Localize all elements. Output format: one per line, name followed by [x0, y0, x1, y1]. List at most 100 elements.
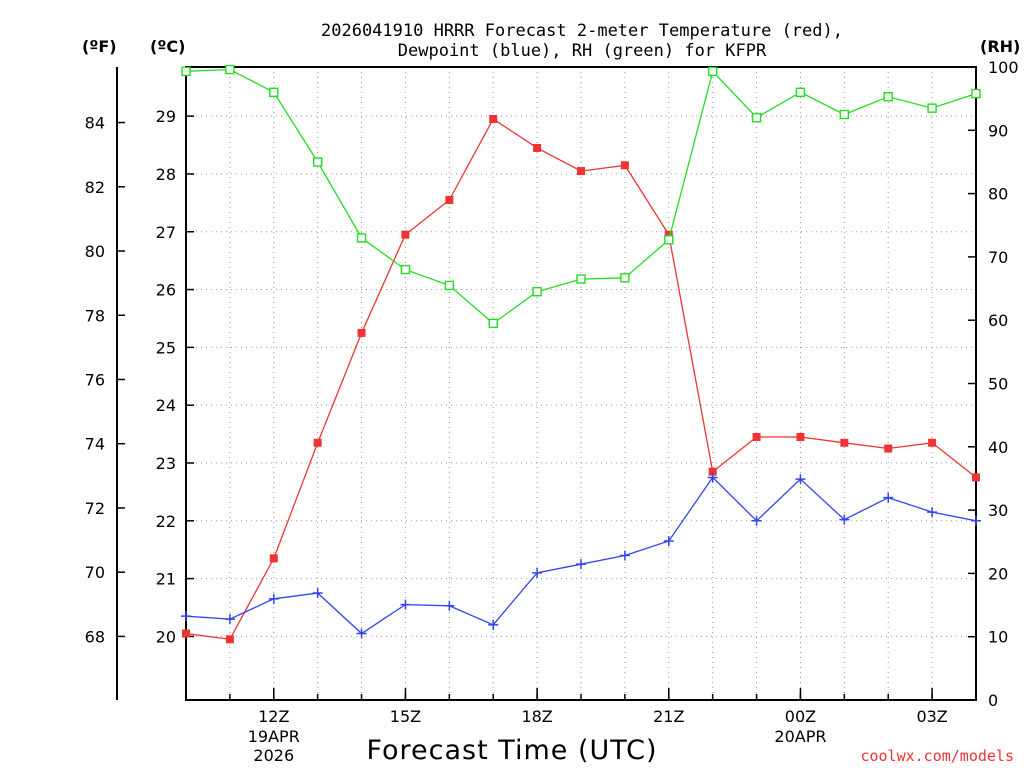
- fahrenheit-tick-label: 68: [85, 627, 105, 646]
- rh-point: [664, 235, 674, 245]
- rh-tick-label: 20: [988, 564, 1008, 583]
- temperature-point: [225, 635, 234, 644]
- temperature-point: [708, 467, 717, 476]
- temperature-point: [840, 438, 849, 447]
- fahrenheit-tick-label: 82: [85, 178, 105, 197]
- x-tick-label: 15Z: [390, 707, 421, 726]
- temperature-point: [884, 444, 893, 453]
- dewpoint-point: [224, 614, 235, 625]
- temperature-point: [620, 161, 629, 170]
- title-line-2: Dewpoint (blue), RH (green) for KFPR: [398, 41, 767, 61]
- celsius-tick-label: 22: [156, 512, 176, 531]
- celsius-tick-label: 26: [156, 281, 176, 300]
- fahrenheit-tick-label: 76: [85, 370, 105, 389]
- x-tick-label: 21Z: [653, 707, 684, 726]
- temperature-point: [445, 195, 454, 204]
- dewpoint-point: [883, 492, 894, 503]
- x-tick-year-label: 2026: [253, 746, 294, 765]
- temperature-point: [577, 167, 585, 176]
- celsius-tick-label: 25: [156, 338, 176, 357]
- rh-point: [971, 88, 981, 99]
- x-tick-date-label: 19APR: [248, 727, 300, 746]
- dewpoint-point: [400, 599, 411, 610]
- x-tick-date-label: 20APR: [774, 727, 826, 746]
- dewpoint-point: [312, 588, 323, 599]
- dewpoint-point: [268, 593, 279, 604]
- plot-frame: [185, 66, 977, 701]
- rh-point: [225, 64, 235, 75]
- dewpoint-point: [971, 515, 981, 526]
- celsius-tick-label: 21: [156, 570, 176, 589]
- rh-tick-label: 80: [988, 185, 1008, 204]
- axes: 68 70 72 74 76 78 80 82 84 20 21 22 23 24 25 26 27 28 29 0 1…: [85, 58, 1019, 765]
- temperature-point: [269, 554, 278, 563]
- dewpoint-point: [663, 536, 674, 547]
- data-series: [181, 64, 981, 644]
- x-axis-title: Forecast Time (UTC): [366, 735, 657, 766]
- rh-unit-label: (RH): [980, 37, 1020, 56]
- fahrenheit-tick-label: 78: [85, 306, 105, 325]
- x-tick-label: 03Z: [916, 707, 947, 726]
- rh-point: [576, 274, 586, 284]
- rh-tick-label: 0: [988, 691, 998, 710]
- fahrenheit-tick-label: 80: [85, 242, 105, 261]
- dewpoint-point: [488, 619, 499, 630]
- rh-point: [444, 280, 455, 291]
- rh-point: [839, 109, 850, 120]
- rh-point: [312, 157, 323, 167]
- dewpoint-point: [795, 474, 806, 485]
- temperature-point: [357, 328, 366, 337]
- temperature-point: [752, 432, 761, 441]
- celsius-tick-label: 23: [156, 454, 176, 473]
- fahrenheit-tick-label: 74: [85, 435, 105, 454]
- rh-tick-label: 50: [988, 375, 1008, 394]
- dewpoint-point: [751, 515, 762, 526]
- series-temperature: [182, 115, 980, 644]
- fahrenheit-tick-label: 70: [85, 563, 105, 582]
- temperature-point: [664, 230, 673, 239]
- x-tick-label: 12Z: [258, 707, 289, 726]
- rh-point: [707, 66, 718, 77]
- rh-point: [751, 112, 762, 123]
- celsius-tick-label: 29: [156, 107, 176, 126]
- credit-label: coolwx.com/models: [860, 747, 1014, 765]
- rh-tick-label: 70: [988, 248, 1008, 267]
- rh-tick-label: 40: [988, 438, 1008, 457]
- celsius-tick-label: 24: [156, 396, 176, 415]
- gridlines: [186, 67, 976, 700]
- celsius-unit-label: (ºC): [150, 37, 185, 56]
- celsius-tick-label: 27: [156, 223, 176, 242]
- temperature-point: [533, 143, 542, 152]
- temperature-point: [796, 432, 805, 441]
- dewpoint-point: [619, 550, 630, 561]
- rh-point: [883, 92, 893, 102]
- x-tick-label: 18Z: [521, 707, 552, 726]
- rh-tick-label: 30: [988, 501, 1008, 520]
- fahrenheit-tick-label: 72: [85, 499, 105, 518]
- dewpoint-point: [532, 567, 543, 578]
- x-tick-label: 00Z: [785, 707, 816, 726]
- temperature-point: [313, 438, 322, 447]
- rh-tick-label: 10: [988, 628, 1008, 647]
- rh-point: [488, 318, 498, 329]
- temperature-point: [182, 629, 190, 638]
- dewpoint-point: [927, 507, 938, 518]
- rh-tick-label: 60: [988, 311, 1008, 330]
- temperature-point: [489, 115, 498, 124]
- celsius-tick-label: 20: [156, 627, 176, 646]
- rh-point: [795, 87, 806, 98]
- fahrenheit-unit-label: (ºF): [82, 37, 117, 56]
- dewpoint-line: [185, 476, 977, 635]
- chart-title: 2026041910 HRRR Forecast 2-meter Tempera…: [321, 21, 843, 61]
- rh-tick-label: 90: [988, 121, 1008, 140]
- temperature-point: [401, 230, 410, 239]
- dewpoint-point: [576, 559, 586, 570]
- fahrenheit-tick-label: 84: [85, 114, 105, 133]
- dewpoint-point: [444, 600, 455, 611]
- rh-point: [620, 273, 630, 283]
- celsius-tick-label: 28: [156, 165, 176, 184]
- dewpoint-point: [356, 628, 367, 639]
- temperature-point: [928, 438, 937, 447]
- temperature-point: [972, 473, 980, 482]
